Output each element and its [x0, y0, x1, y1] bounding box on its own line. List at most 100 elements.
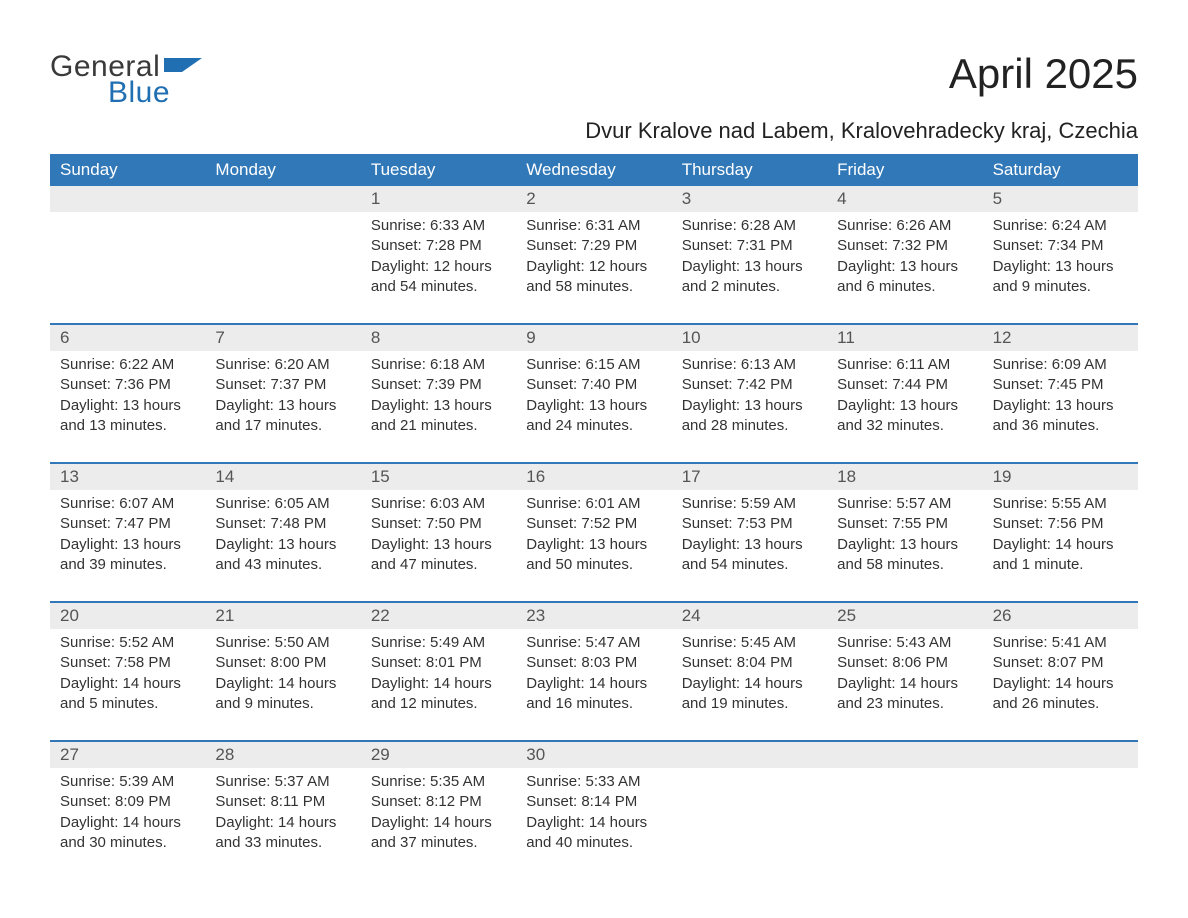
sunrise-value: 6:18 AM: [430, 356, 485, 373]
sunset-value: 7:44 PM: [892, 376, 948, 393]
day-cell: Sunrise: 6:03 AMSunset: 7:50 PMDaylight:…: [361, 490, 516, 601]
sunset-value: 8:09 PM: [115, 793, 171, 810]
daylight-line: Daylight: 13 hours and 6 minutes.: [837, 257, 972, 298]
day-number: 25: [827, 603, 982, 629]
daynum-row: 12345: [50, 186, 1138, 212]
sunrise-value: 5:47 AM: [585, 634, 640, 651]
daynum-row: 27282930: [50, 742, 1138, 768]
sunset-value: 7:29 PM: [581, 237, 637, 254]
sunset-value: 7:55 PM: [892, 515, 948, 532]
daynum-row: 20212223242526: [50, 603, 1138, 629]
day-cell: [672, 768, 827, 879]
sunrise-value: 6:26 AM: [896, 217, 951, 234]
day-cell: [827, 768, 982, 879]
day-number: 4: [827, 186, 982, 212]
sunrise-line: Sunrise: 6:24 AM: [993, 216, 1128, 236]
day-number: [50, 186, 205, 212]
sunrise-value: 6:28 AM: [741, 217, 796, 234]
sunset-line: Sunset: 8:04 PM: [682, 653, 817, 673]
sunrise-line: Sunrise: 5:49 AM: [371, 633, 506, 653]
daylight-value: 13 hours and 9 minutes.: [993, 258, 1114, 295]
day-cell: Sunrise: 6:26 AMSunset: 7:32 PMDaylight:…: [827, 212, 982, 323]
sunrise-value: 5:41 AM: [1052, 634, 1107, 651]
sunset-line: Sunset: 7:56 PM: [993, 514, 1128, 534]
sunrise-line: Sunrise: 5:45 AM: [682, 633, 817, 653]
day-cell: Sunrise: 5:33 AMSunset: 8:14 PMDaylight:…: [516, 768, 671, 879]
sunrise-line: Sunrise: 5:57 AM: [837, 494, 972, 514]
sunrise-line: Sunrise: 6:05 AM: [215, 494, 350, 514]
daylight-value: 13 hours and 47 minutes.: [371, 536, 492, 573]
daylight-line: Daylight: 13 hours and 13 minutes.: [60, 396, 195, 437]
day-cell: Sunrise: 5:50 AMSunset: 8:00 PMDaylight:…: [205, 629, 360, 740]
sunset-value: 7:34 PM: [1048, 237, 1104, 254]
daylight-line: Daylight: 12 hours and 54 minutes.: [371, 257, 506, 298]
day-number: 28: [205, 742, 360, 768]
day-number: 8: [361, 325, 516, 351]
sunset-line: Sunset: 7:32 PM: [837, 236, 972, 256]
day-number: 26: [983, 603, 1138, 629]
daylight-line: Daylight: 13 hours and 28 minutes.: [682, 396, 817, 437]
daylight-value: 14 hours and 23 minutes.: [837, 675, 958, 712]
sunrise-value: 5:57 AM: [896, 495, 951, 512]
sunset-value: 8:11 PM: [270, 793, 325, 810]
daylight-value: 13 hours and 28 minutes.: [682, 397, 803, 434]
calendar-week: 20212223242526Sunrise: 5:52 AMSunset: 7:…: [50, 601, 1138, 740]
sunrise-value: 6:09 AM: [1052, 356, 1107, 373]
sunrise-line: Sunrise: 6:09 AM: [993, 355, 1128, 375]
daylight-line: Daylight: 13 hours and 17 minutes.: [215, 396, 350, 437]
sunset-line: Sunset: 7:28 PM: [371, 236, 506, 256]
day-cell: [983, 768, 1138, 879]
sunset-value: 8:01 PM: [426, 654, 482, 671]
sunrise-line: Sunrise: 6:28 AM: [682, 216, 817, 236]
sunset-line: Sunset: 8:09 PM: [60, 792, 195, 812]
sunset-line: Sunset: 7:45 PM: [993, 375, 1128, 395]
daylight-value: 14 hours and 26 minutes.: [993, 675, 1114, 712]
calendar-week: 27282930Sunrise: 5:39 AMSunset: 8:09 PMD…: [50, 740, 1138, 879]
page-title: April 2025: [949, 50, 1138, 98]
day-cell: Sunrise: 6:01 AMSunset: 7:52 PMDaylight:…: [516, 490, 671, 601]
day-cell: Sunrise: 5:35 AMSunset: 8:12 PMDaylight:…: [361, 768, 516, 879]
day-number: 12: [983, 325, 1138, 351]
sunset-value: 7:31 PM: [737, 237, 793, 254]
day-number: 7: [205, 325, 360, 351]
location-subtitle: Dvur Kralove nad Labem, Kralovehradecky …: [50, 118, 1138, 144]
dow-friday: Friday: [827, 154, 982, 186]
sunset-line: Sunset: 7:52 PM: [526, 514, 661, 534]
calendar-week: 12345Sunrise: 6:33 AMSunset: 7:28 PMDayl…: [50, 186, 1138, 323]
sunrise-value: 6:20 AM: [275, 356, 330, 373]
sunset-line: Sunset: 8:01 PM: [371, 653, 506, 673]
sunset-value: 7:39 PM: [426, 376, 482, 393]
daylight-value: 13 hours and 32 minutes.: [837, 397, 958, 434]
sunset-value: 7:36 PM: [115, 376, 171, 393]
daylight-value: 14 hours and 19 minutes.: [682, 675, 803, 712]
sunset-value: 8:07 PM: [1048, 654, 1104, 671]
sunrise-value: 5:55 AM: [1052, 495, 1107, 512]
sunset-line: Sunset: 7:40 PM: [526, 375, 661, 395]
sunset-line: Sunset: 8:07 PM: [993, 653, 1128, 673]
day-number: 18: [827, 464, 982, 490]
day-cell: Sunrise: 6:33 AMSunset: 7:28 PMDaylight:…: [361, 212, 516, 323]
daylight-line: Daylight: 13 hours and 54 minutes.: [682, 535, 817, 576]
daylight-line: Daylight: 14 hours and 9 minutes.: [215, 674, 350, 715]
sunset-value: 7:56 PM: [1048, 515, 1104, 532]
day-number: 9: [516, 325, 671, 351]
day-number: [205, 186, 360, 212]
sunset-value: 8:03 PM: [581, 654, 637, 671]
daylight-value: 14 hours and 30 minutes.: [60, 814, 181, 851]
sunset-value: 7:50 PM: [426, 515, 482, 532]
daylight-value: 14 hours and 1 minute.: [993, 536, 1114, 573]
day-number: [672, 742, 827, 768]
daylight-value: 13 hours and 17 minutes.: [215, 397, 336, 434]
daylight-line: Daylight: 14 hours and 33 minutes.: [215, 813, 350, 854]
sunset-line: Sunset: 7:55 PM: [837, 514, 972, 534]
sunrise-value: 6:07 AM: [119, 495, 174, 512]
daylight-line: Daylight: 14 hours and 19 minutes.: [682, 674, 817, 715]
day-number: 11: [827, 325, 982, 351]
daylight-value: 13 hours and 36 minutes.: [993, 397, 1114, 434]
daylight-value: 13 hours and 24 minutes.: [526, 397, 647, 434]
sunrise-value: 5:50 AM: [275, 634, 330, 651]
daylight-value: 13 hours and 54 minutes.: [682, 536, 803, 573]
daylight-value: 13 hours and 43 minutes.: [215, 536, 336, 573]
daylight-value: 13 hours and 13 minutes.: [60, 397, 181, 434]
daylight-value: 13 hours and 39 minutes.: [60, 536, 181, 573]
